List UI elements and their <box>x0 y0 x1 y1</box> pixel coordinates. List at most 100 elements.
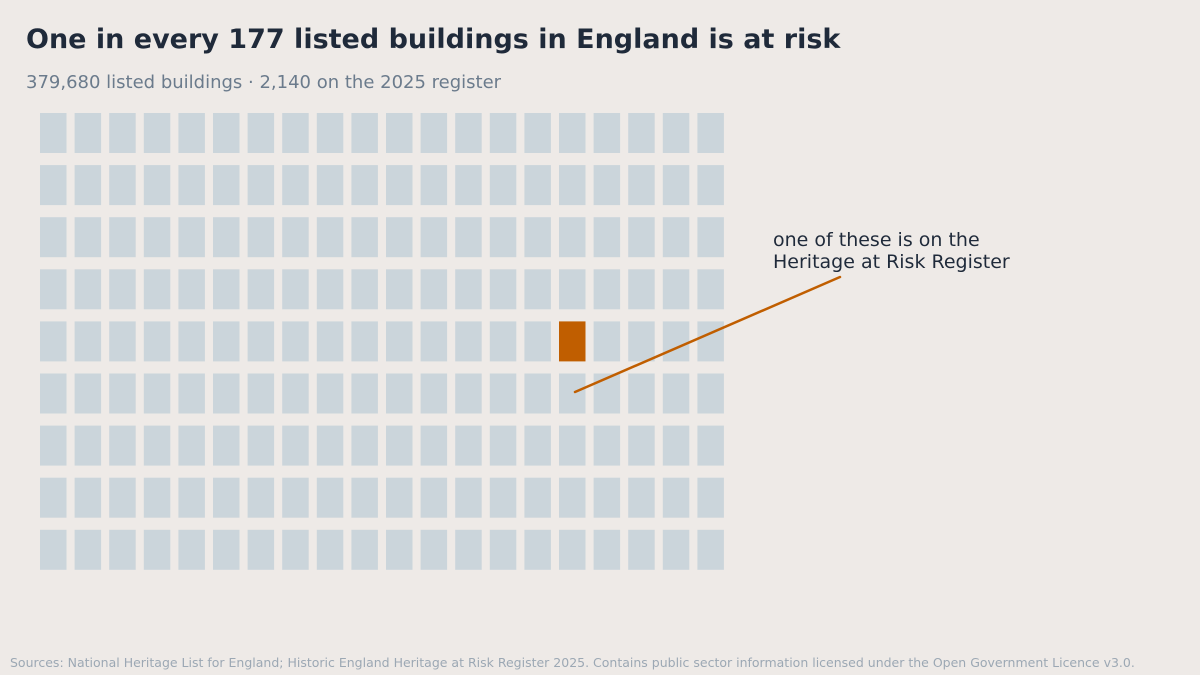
waffle-cell <box>213 113 240 153</box>
waffle-cell <box>109 477 136 518</box>
waffle-cell <box>247 373 275 414</box>
waffle-cell <box>213 373 240 414</box>
waffle-cell <box>213 217 240 258</box>
waffle-cell <box>247 321 275 362</box>
waffle-cell <box>455 425 482 466</box>
waffle-cell <box>351 113 378 153</box>
waffle-cell <box>559 529 586 570</box>
chart-title: One in every 177 listed buildings in Eng… <box>26 24 841 55</box>
waffle-cell <box>420 269 448 310</box>
waffle-cell <box>628 477 655 518</box>
waffle-cell <box>316 217 344 258</box>
waffle-cell <box>455 529 482 570</box>
waffle-cell <box>40 217 67 258</box>
waffle-cell <box>524 217 551 258</box>
waffle-cell <box>420 373 448 414</box>
waffle-cell <box>316 165 344 206</box>
waffle-cell <box>559 477 586 518</box>
waffle-cell <box>455 113 482 153</box>
waffle-cell <box>213 529 240 570</box>
waffle-cell <box>559 425 586 466</box>
waffle-cell <box>524 113 551 153</box>
waffle-cell <box>74 373 102 414</box>
waffle-cell <box>420 217 448 258</box>
waffle-cell <box>662 113 690 153</box>
waffle-cell <box>524 425 551 466</box>
waffle-cell <box>386 373 413 414</box>
waffle-cell <box>316 269 344 310</box>
waffle-cell <box>628 529 655 570</box>
waffle-cell <box>74 425 102 466</box>
waffle-cell <box>489 529 517 570</box>
waffle-cell <box>386 165 413 206</box>
waffle-cell <box>74 321 102 362</box>
waffle-cell <box>420 113 448 153</box>
waffle-cell <box>143 269 171 310</box>
waffle-cell <box>455 373 482 414</box>
waffle-cell <box>143 113 171 153</box>
waffle-cell <box>628 425 655 466</box>
waffle-cell <box>351 373 378 414</box>
waffle-cell <box>109 529 136 570</box>
waffle-cell <box>593 217 621 258</box>
waffle-cell <box>282 113 309 153</box>
waffle-cell <box>351 165 378 206</box>
waffle-cell <box>662 425 690 466</box>
waffle-cell <box>351 529 378 570</box>
waffle-cell <box>662 373 690 414</box>
waffle-cell <box>628 217 655 258</box>
waffle-cell <box>247 529 275 570</box>
waffle-cell <box>697 477 724 518</box>
waffle-cell <box>40 425 67 466</box>
waffle-cell <box>628 373 655 414</box>
waffle-cell <box>697 321 724 362</box>
waffle-cell <box>213 165 240 206</box>
waffle-cell <box>489 113 517 153</box>
waffle-cell <box>697 373 724 414</box>
source-footnote: Sources: National Heritage List for Engl… <box>10 655 1135 670</box>
waffle-cell <box>489 425 517 466</box>
waffle-cell <box>282 425 309 466</box>
waffle-cell <box>489 217 517 258</box>
waffle-cell <box>697 165 724 206</box>
waffle-cell <box>74 529 102 570</box>
waffle-cell <box>351 269 378 310</box>
waffle-cell <box>559 217 586 258</box>
annotation-line-1: one of these is on the <box>773 229 980 251</box>
waffle-cell <box>455 321 482 362</box>
waffle-cell <box>455 269 482 310</box>
waffle-cell <box>316 529 344 570</box>
waffle-cell <box>386 217 413 258</box>
waffle-cell <box>143 529 171 570</box>
waffle-cell <box>109 373 136 414</box>
waffle-cell <box>178 269 205 310</box>
waffle-cell <box>74 165 102 206</box>
waffle-cell <box>593 269 621 310</box>
waffle-cell <box>247 113 275 153</box>
waffle-cell-highlight <box>559 321 586 362</box>
waffle-cell <box>178 529 205 570</box>
waffle-cell <box>455 217 482 258</box>
waffle-cell <box>697 529 724 570</box>
waffle-cell <box>386 425 413 466</box>
waffle-cell <box>178 425 205 466</box>
waffle-cell <box>559 373 586 414</box>
waffle-cell <box>247 165 275 206</box>
waffle-cell <box>143 217 171 258</box>
waffle-cell <box>74 477 102 518</box>
waffle-cell <box>697 425 724 466</box>
waffle-cell <box>489 477 517 518</box>
waffle-cell <box>386 529 413 570</box>
waffle-cell <box>420 529 448 570</box>
waffle-cell <box>662 165 690 206</box>
waffle-cell <box>628 321 655 362</box>
waffle-cell <box>420 321 448 362</box>
waffle-cell <box>593 425 621 466</box>
waffle-cell <box>282 165 309 206</box>
waffle-cell <box>420 477 448 518</box>
annotation-leader-line <box>573 275 842 394</box>
waffle-cell <box>213 425 240 466</box>
waffle-cell <box>178 113 205 153</box>
